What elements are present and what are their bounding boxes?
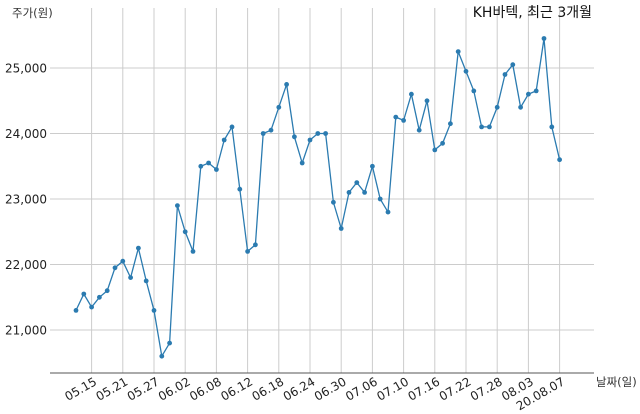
data-point [463, 68, 469, 74]
data-point [190, 249, 196, 254]
data-point [128, 275, 134, 280]
data-point [393, 114, 399, 120]
data-point [432, 147, 438, 153]
data-point [401, 118, 406, 123]
data-point [260, 131, 266, 136]
data-point [494, 104, 500, 110]
data-point [97, 294, 102, 300]
x-tick-label: 06.18 [250, 374, 287, 403]
x-tick-label: 05.27 [125, 374, 162, 403]
data-point [214, 167, 219, 172]
price-series-line [75, 38, 561, 359]
x-tick-label: 06.08 [187, 374, 224, 403]
y-tick-label: 24,000 [5, 127, 47, 141]
data-point [346, 190, 352, 195]
data-point [448, 121, 453, 127]
data-point [440, 140, 445, 146]
data-point [331, 199, 336, 205]
data-point [307, 137, 313, 143]
data-point [120, 258, 126, 264]
data-point [409, 91, 414, 97]
data-point [557, 157, 562, 163]
data-point [151, 308, 157, 313]
data-point [198, 163, 204, 169]
data-point [81, 291, 87, 297]
y-tick-label: 23,000 [5, 193, 47, 207]
data-point [159, 353, 165, 359]
x-tick-label: 06.24 [281, 374, 318, 403]
x-tick-label: 06.12 [218, 374, 255, 403]
data-point [112, 265, 118, 271]
data-point [323, 131, 328, 136]
data-point [338, 226, 344, 231]
data-point [487, 124, 492, 130]
data-point [237, 186, 243, 192]
data-point [370, 163, 375, 169]
data-point [526, 91, 531, 97]
y-axis-label: 주가(원) [12, 6, 53, 20]
data-point [182, 229, 188, 235]
data-point [143, 278, 149, 284]
data-point [510, 62, 516, 68]
data-point [455, 49, 461, 54]
x-tick-label: 07.22 [437, 374, 474, 403]
data-point [541, 36, 547, 41]
data-point [315, 131, 321, 136]
data-point [89, 304, 94, 310]
data-point [549, 124, 555, 130]
x-tick-label: 05.15 [62, 374, 99, 403]
data-point [362, 190, 367, 195]
data-point [136, 245, 141, 251]
y-tick-label: 21,000 [5, 324, 47, 338]
data-point [268, 127, 274, 133]
y-tick-labels: 21,000 22,000 23,000 24,000 25,000 [5, 62, 47, 338]
data-point [206, 160, 212, 166]
data-point [299, 160, 305, 166]
data-point [73, 308, 79, 313]
grid-lines [50, 8, 594, 373]
data-point [229, 124, 235, 130]
data-point [424, 98, 430, 104]
data-point [253, 242, 258, 248]
data-point [416, 127, 422, 133]
data-point [471, 88, 477, 94]
data-point [104, 288, 110, 294]
x-tick-label: 06.02 [156, 374, 193, 403]
data-point [292, 134, 297, 140]
x-tick-label: 07.16 [406, 374, 443, 403]
data-point [245, 249, 251, 254]
data-point [221, 137, 227, 143]
y-tick-label: 22,000 [5, 258, 47, 272]
x-tick-label: 07.06 [343, 374, 380, 403]
x-axis-label: 날짜(일) [596, 375, 637, 389]
x-tick-labels: 05.1505.2105.2706.0206.0806.1206.1806.24… [62, 374, 567, 413]
data-point [284, 82, 289, 87]
data-point [385, 209, 391, 215]
x-tick-label: 06.30 [312, 374, 349, 403]
data-point [533, 88, 539, 94]
data-point [175, 203, 180, 209]
x-tick-label: 07.28 [468, 374, 505, 403]
y-tick-label: 25,000 [5, 62, 47, 76]
data-points [73, 36, 562, 359]
data-point [276, 104, 282, 110]
x-tick-label: 07.10 [374, 374, 411, 403]
data-point [167, 340, 173, 346]
data-point [518, 104, 523, 110]
data-point [479, 124, 484, 130]
data-point [502, 72, 508, 77]
chart-title: KH바텍, 최근 3개월 [473, 5, 592, 21]
data-point [354, 180, 360, 186]
x-tick-label: 05.21 [94, 374, 131, 403]
data-point [377, 196, 383, 202]
